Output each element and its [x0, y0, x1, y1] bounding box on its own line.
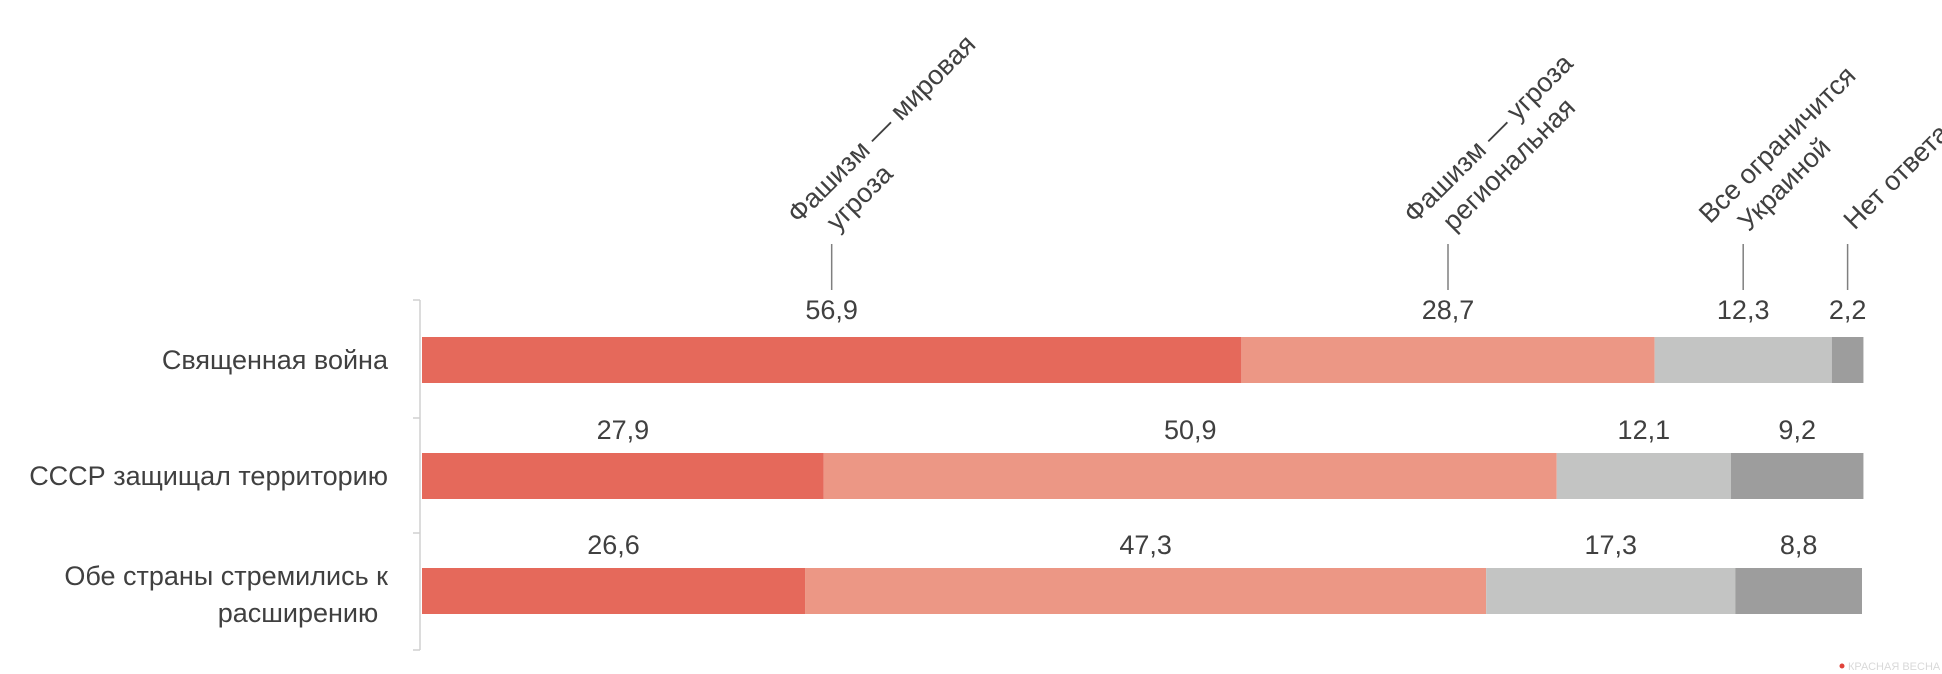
watermark: КРАСНАЯ ВЕСНА — [1839, 661, 1941, 673]
data-label: 12,3 — [1717, 295, 1770, 325]
bar-segment — [1831, 337, 1864, 383]
bar-segment — [422, 568, 806, 614]
bar-segment — [1730, 453, 1864, 499]
watermark-dot-icon — [1839, 663, 1845, 669]
data-label: 27,9 — [597, 415, 650, 445]
bar-segment — [1486, 568, 1736, 614]
category-label: Обе страны стремились к расширению — [64, 561, 388, 628]
category-label: СССР защищал территорию — [29, 461, 388, 491]
bar-segment — [823, 453, 1557, 499]
bar-segment — [1241, 337, 1655, 383]
bar-segment — [422, 337, 1242, 383]
data-label: 8,8 — [1780, 530, 1818, 560]
svg-text:Фашизм — мироваяугроза: Фашизм — мироваяугроза — [781, 29, 1004, 252]
data-label: 56,9 — [805, 295, 858, 325]
bar-segment — [1556, 453, 1731, 499]
data-label: 28,7 — [1422, 295, 1475, 325]
labels-layer: 56,9 28,7 12,3 2,2 27,9 50,9 12,1 9,2 26,6 47,3 17… — [587, 295, 1866, 560]
bar-segment — [1654, 337, 1832, 383]
legend-label: Фашизм — угрозарегиональная — [1398, 47, 1603, 252]
axis-layer: Священная война СССР защищал территорию Об… — [29, 299, 421, 651]
data-label: 12,1 — [1618, 415, 1671, 445]
watermark-text: КРАСНАЯ ВЕСНА — [1848, 661, 1941, 673]
legend-label: Нет ответа — [1838, 117, 1942, 235]
data-label: 2,2 — [1829, 295, 1867, 325]
bar-segment — [422, 453, 824, 499]
category-label: Священная война — [162, 345, 389, 375]
bar-segment — [1735, 568, 1862, 614]
bar-segment — [805, 568, 1487, 614]
svg-text:Фашизм — угрозарегиональная: Фашизм — угрозарегиональная — [1398, 47, 1603, 252]
data-label: 50,9 — [1164, 415, 1217, 445]
data-label: 17,3 — [1584, 530, 1637, 560]
bars-layer — [422, 337, 1864, 614]
svg-text:Нет ответа: Нет ответа — [1838, 117, 1942, 235]
legend-layer: Фашизм — мироваяугроза Фашизм — угрозарег… — [781, 29, 1942, 290]
data-label: 26,6 — [587, 530, 640, 560]
data-label: 9,2 — [1778, 415, 1816, 445]
data-label: 47,3 — [1119, 530, 1172, 560]
legend-label: Фашизм — мироваяугроза — [781, 29, 1004, 252]
